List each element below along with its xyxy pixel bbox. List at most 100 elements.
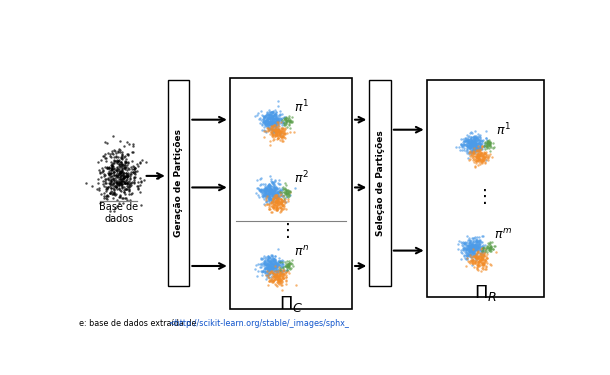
Point bbox=[262, 268, 271, 274]
Point bbox=[273, 260, 283, 266]
Point bbox=[135, 175, 145, 181]
Point bbox=[278, 270, 288, 276]
Point bbox=[476, 158, 486, 164]
Point bbox=[279, 114, 289, 120]
Point bbox=[270, 184, 279, 190]
Point bbox=[469, 150, 479, 156]
Point bbox=[464, 140, 473, 146]
Point bbox=[467, 149, 477, 155]
Point bbox=[262, 118, 272, 124]
Point bbox=[264, 187, 274, 193]
Point bbox=[265, 261, 275, 267]
Point bbox=[258, 190, 268, 196]
Point bbox=[465, 142, 475, 148]
Point bbox=[483, 140, 493, 146]
Point bbox=[476, 251, 486, 257]
Point bbox=[279, 275, 289, 281]
Point bbox=[259, 114, 269, 120]
Point bbox=[272, 199, 282, 205]
Point bbox=[470, 141, 480, 147]
Point bbox=[462, 239, 472, 245]
Point bbox=[476, 149, 486, 155]
Point bbox=[279, 268, 289, 274]
Point bbox=[471, 244, 481, 250]
Point bbox=[282, 118, 292, 124]
Point bbox=[273, 275, 283, 281]
Point bbox=[465, 148, 475, 154]
Point bbox=[470, 136, 479, 142]
Point bbox=[478, 256, 488, 262]
Point bbox=[267, 270, 277, 276]
Point bbox=[124, 173, 134, 179]
Point bbox=[270, 107, 280, 113]
Point bbox=[260, 118, 270, 124]
Point bbox=[470, 137, 480, 143]
Point bbox=[267, 123, 277, 129]
Point bbox=[271, 195, 281, 201]
Point bbox=[279, 193, 289, 199]
Point bbox=[465, 240, 475, 246]
Point bbox=[260, 253, 270, 259]
Point bbox=[112, 170, 122, 176]
Point bbox=[478, 255, 487, 261]
Point bbox=[473, 154, 483, 160]
Point bbox=[471, 140, 481, 146]
Point bbox=[282, 190, 292, 196]
Point bbox=[459, 245, 469, 251]
Point bbox=[468, 149, 478, 155]
Point bbox=[264, 126, 274, 132]
Point bbox=[486, 141, 495, 147]
Point bbox=[267, 266, 276, 272]
Point bbox=[273, 276, 282, 282]
Point bbox=[265, 119, 275, 125]
Point bbox=[467, 258, 476, 264]
Point bbox=[473, 152, 483, 158]
Point bbox=[270, 270, 279, 276]
Point bbox=[115, 147, 124, 153]
Point bbox=[287, 261, 297, 267]
Point bbox=[103, 184, 113, 190]
Point bbox=[269, 122, 279, 128]
Point bbox=[100, 178, 110, 184]
Point bbox=[281, 188, 291, 194]
Point bbox=[482, 140, 492, 146]
Point bbox=[273, 116, 282, 122]
Point bbox=[262, 188, 271, 194]
Point bbox=[465, 144, 475, 150]
Point bbox=[484, 142, 493, 148]
Point bbox=[264, 272, 273, 278]
Point bbox=[471, 254, 481, 260]
Point bbox=[271, 124, 281, 130]
Point bbox=[468, 150, 478, 156]
Point bbox=[261, 261, 271, 267]
Point bbox=[262, 274, 272, 280]
Point bbox=[274, 200, 284, 206]
Point bbox=[135, 160, 145, 166]
Point bbox=[467, 139, 477, 145]
Point bbox=[99, 155, 109, 161]
Point bbox=[468, 246, 478, 252]
Point bbox=[267, 118, 276, 124]
Point bbox=[472, 147, 482, 153]
Point bbox=[271, 196, 281, 202]
Point bbox=[117, 168, 126, 174]
Point bbox=[269, 261, 279, 267]
Point bbox=[275, 276, 285, 282]
Point bbox=[267, 187, 276, 193]
Point bbox=[281, 199, 290, 205]
Point bbox=[267, 121, 276, 127]
Point bbox=[456, 247, 466, 253]
Point bbox=[272, 190, 282, 196]
Point bbox=[277, 192, 287, 198]
Point bbox=[473, 242, 483, 248]
Point bbox=[491, 249, 501, 255]
Point bbox=[468, 250, 478, 256]
Point bbox=[261, 116, 271, 122]
Point bbox=[262, 261, 271, 267]
Point bbox=[279, 195, 289, 201]
Point bbox=[267, 186, 276, 192]
Point bbox=[290, 185, 300, 191]
Point bbox=[486, 240, 495, 246]
Point bbox=[269, 127, 279, 133]
Point bbox=[284, 121, 294, 127]
